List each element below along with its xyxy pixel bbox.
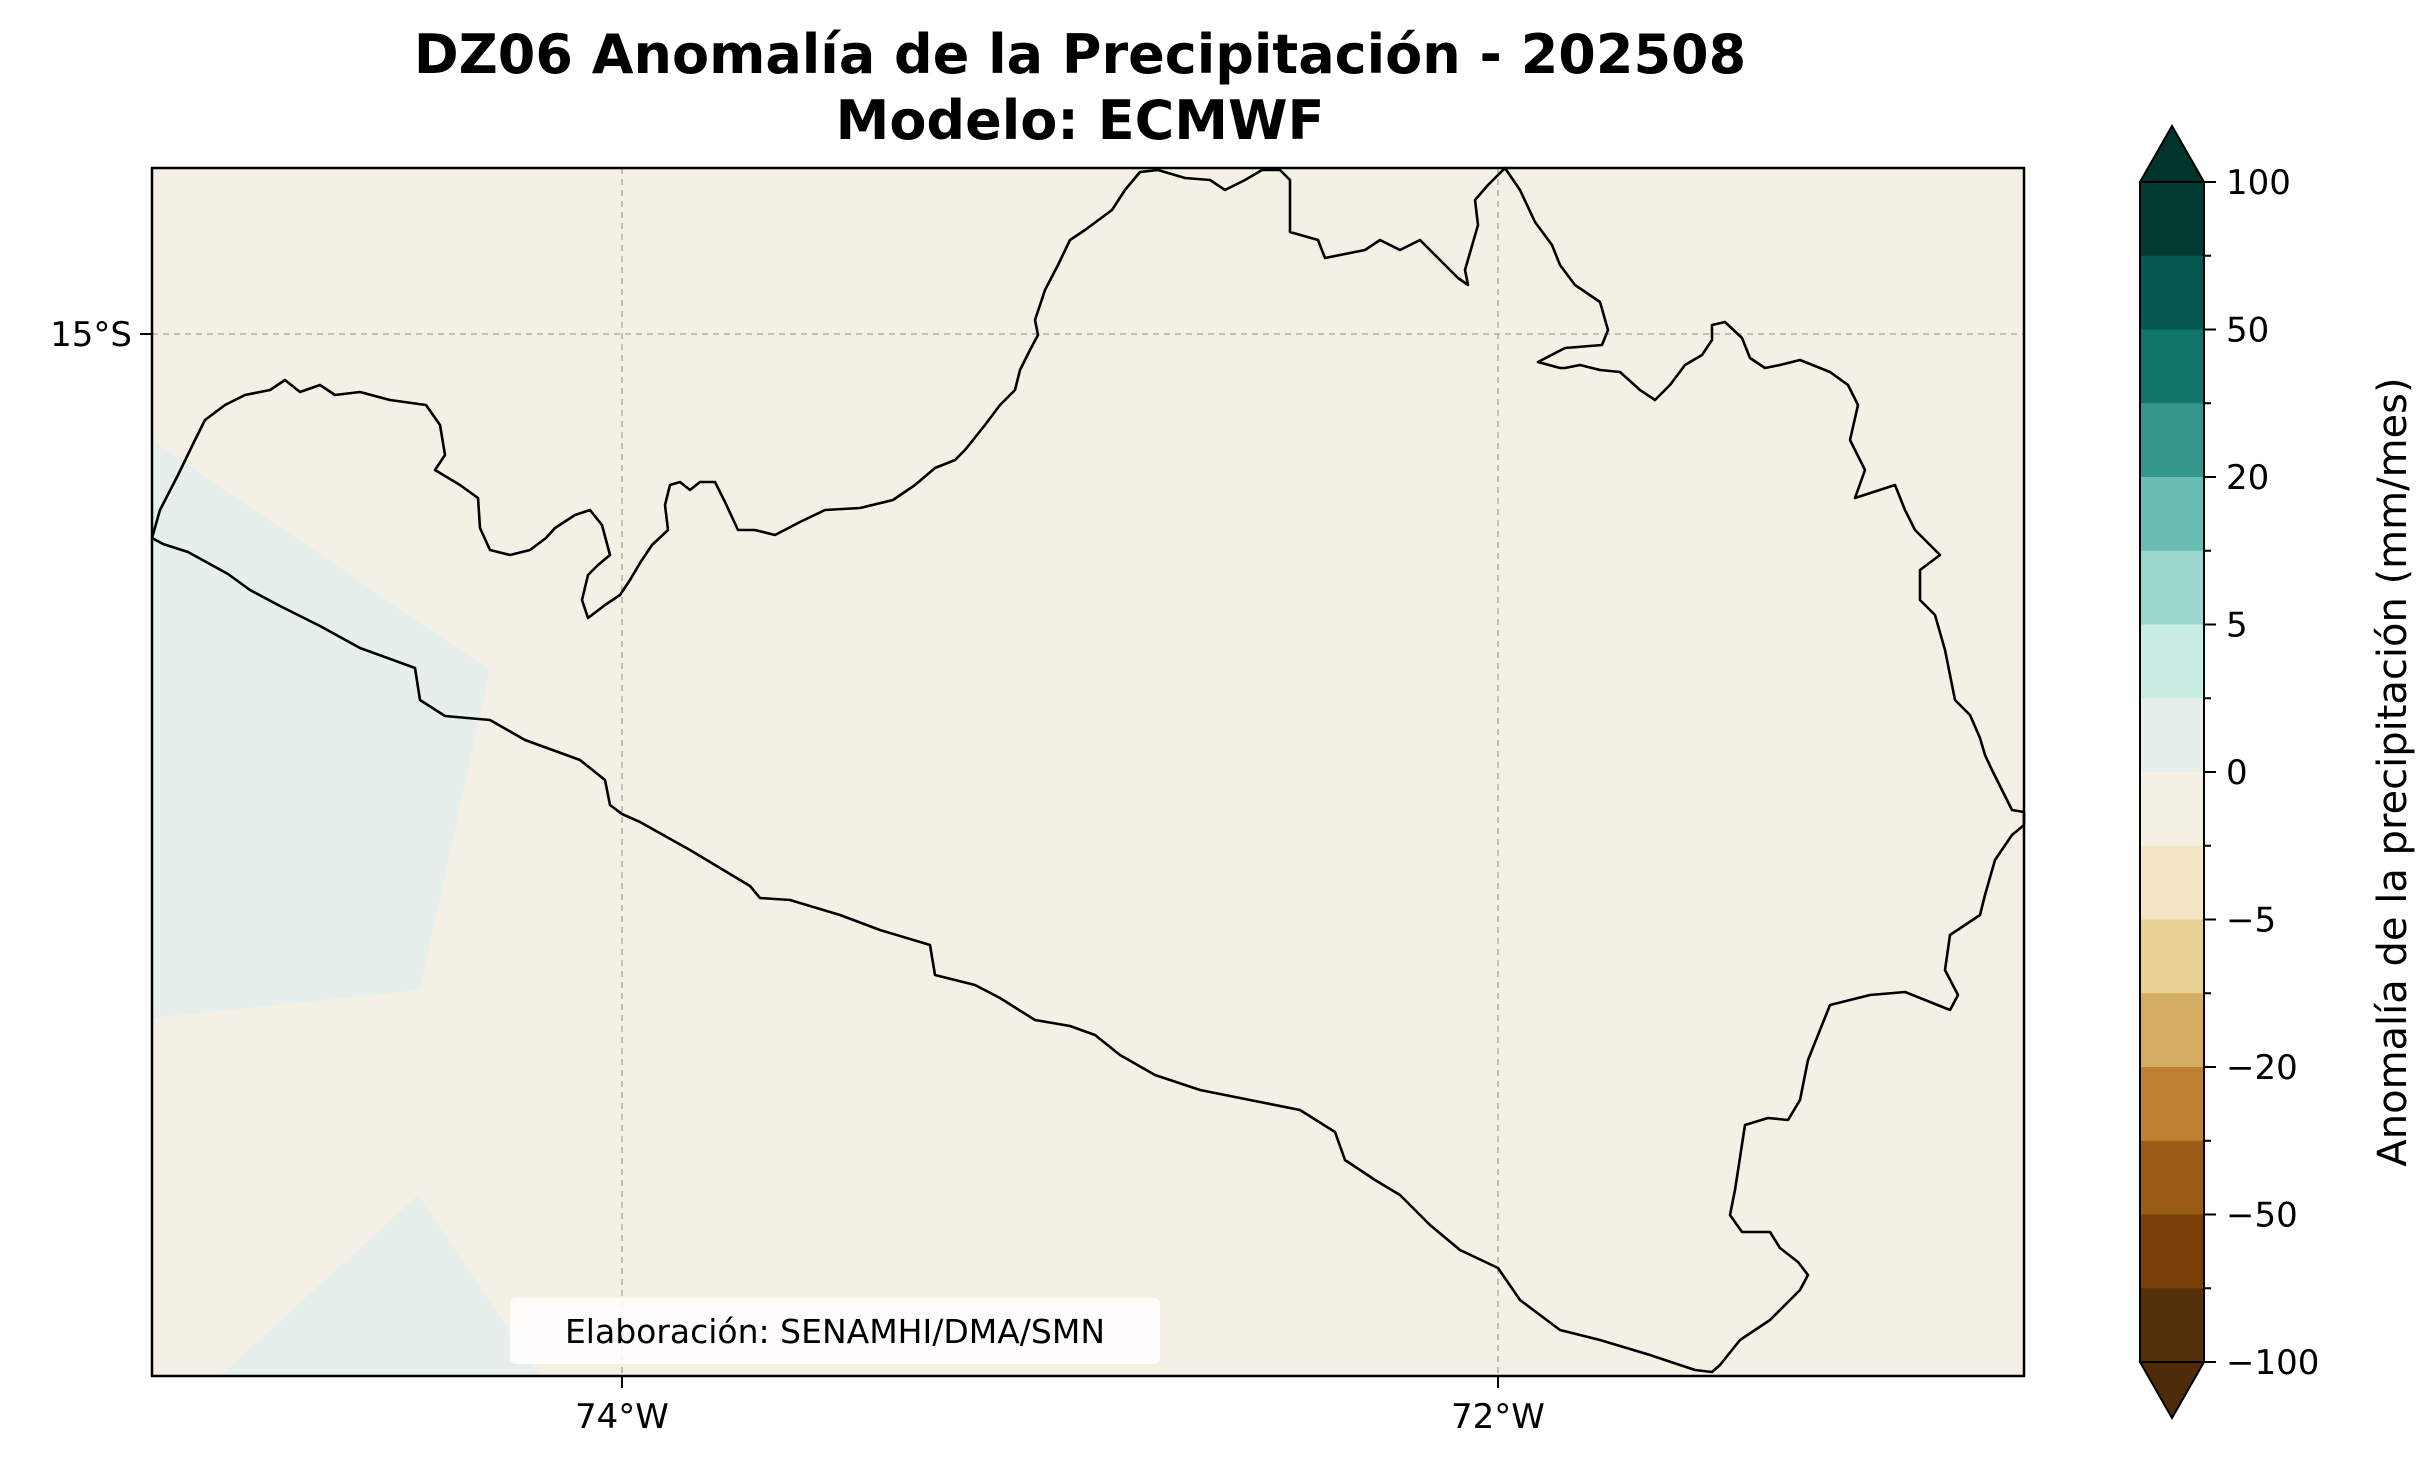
credit-box: Elaboración: SENAMHI/DMA/SMN — [510, 1298, 1160, 1364]
colorbar-segment — [2140, 845, 2204, 920]
colorbar-extend-max — [2138, 123, 2206, 183]
colorbar-segment — [2140, 624, 2204, 699]
colorbar-segment — [2140, 698, 2204, 773]
colorbar-tick-label: 5 — [2226, 606, 2248, 646]
chart-title: DZ06 Anomalía de la Precipitación - 2025… — [413, 23, 1747, 86]
credit-text: Elaboración: SENAMHI/DMA/SMN — [564, 1311, 1106, 1351]
colorbar-label: Anomalía de la precipitación (mm/mes) — [2370, 377, 2416, 1166]
colorbar-tick-label: 50 — [2226, 311, 2269, 351]
colorbar-tick-label: −50 — [2226, 1196, 2298, 1236]
colorbar-segment — [2140, 1140, 2204, 1215]
colorbar-tick-label: 100 — [2226, 163, 2291, 203]
colorbar-tick-label: −5 — [2226, 901, 2276, 941]
colorbar-extend-min — [2138, 1361, 2206, 1421]
colorbar-segment — [2140, 329, 2204, 404]
colorbar-segment — [2140, 1067, 2204, 1142]
ocean-anomaly-patch — [152, 440, 490, 1018]
lon-tick-label: 74°W — [575, 1397, 669, 1437]
colorbar-segment — [2140, 550, 2204, 625]
lat-tick-label: 15°S — [50, 315, 132, 355]
colorbar-segment — [2140, 1288, 2204, 1363]
colorbar-tick-label: 20 — [2226, 458, 2269, 498]
colorbar-tick-label: −20 — [2226, 1048, 2298, 1088]
colorbar-segment — [2140, 772, 2204, 847]
axis-ticks — [140, 333, 1499, 1388]
colorbar-segment — [2140, 182, 2204, 257]
colorbar-segment — [2140, 993, 2204, 1068]
map-frame — [150, 166, 2026, 1378]
region-boundary — [150, 166, 2026, 1374]
colorbar-segment — [2140, 477, 2204, 552]
colorbar-segment — [2140, 255, 2204, 330]
ocean-anomaly-patch-south — [220, 1195, 540, 1376]
colorbar-segment — [2140, 1214, 2204, 1289]
colorbar-segment — [2140, 919, 2204, 994]
colorbar-tick-label: 0 — [2226, 753, 2248, 793]
colorbar-segment — [2140, 403, 2204, 478]
colorbar-tick-label: −100 — [2226, 1343, 2319, 1383]
lon-tick-label: 72°W — [1451, 1397, 1545, 1437]
gridlines — [152, 168, 2024, 1376]
chart-subtitle: Modelo: ECMWF — [835, 89, 1325, 152]
